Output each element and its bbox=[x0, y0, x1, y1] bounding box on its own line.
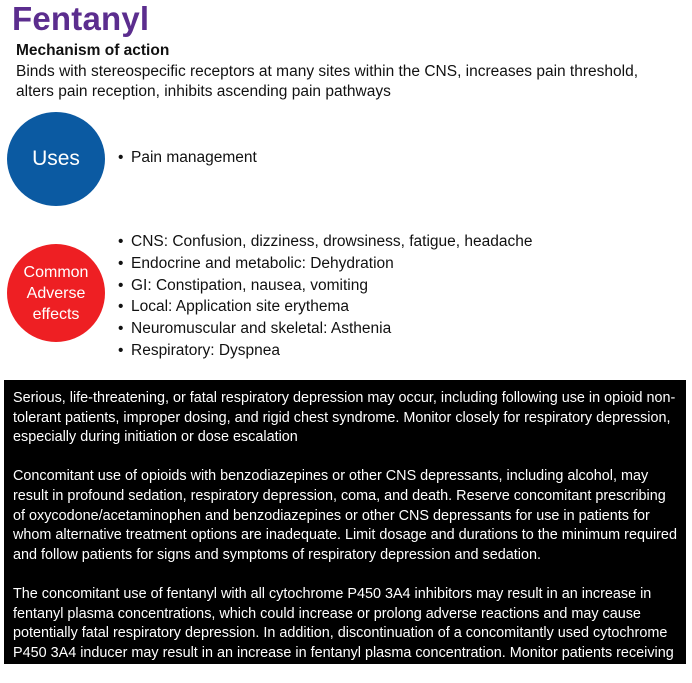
adverse-effect-item: Local: Application site erythema bbox=[118, 296, 533, 318]
adverse-effects-list: CNS: Confusion, dizziness, drowsiness, f… bbox=[118, 231, 533, 362]
adverse-effect-item: Respiratory: Dyspnea bbox=[118, 340, 533, 362]
drug-title: Fentanyl bbox=[12, 0, 150, 37]
adverse-effect-item: GI: Constipation, nausea, vomiting bbox=[118, 275, 533, 297]
adverse-effect-item: Neuromuscular and skeletal: Asthenia bbox=[118, 318, 533, 340]
mechanism-heading: Mechanism of action bbox=[16, 42, 170, 59]
adverse-badge-line: Common bbox=[23, 263, 89, 281]
uses-list: Pain management bbox=[118, 147, 257, 169]
boxed-warning-paragraph: Concomitant use of opioids with benzodia… bbox=[13, 468, 677, 563]
adverse-badge-line: effects bbox=[32, 305, 80, 323]
boxed-warning: Serious, life-threatening, or fatal resp… bbox=[4, 380, 686, 680]
uses-badge: Uses bbox=[7, 112, 105, 206]
boxed-warning-paragraph: The concomitant use of fentanyl with all… bbox=[13, 585, 674, 681]
boxed-warning-paragraph: Serious, life-threatening, or fatal resp… bbox=[13, 390, 676, 446]
adverse-badge-line: Adverse bbox=[26, 284, 86, 302]
adverse-effects-badge: Common Adverse effects bbox=[7, 244, 105, 342]
uses-badge-label: Uses bbox=[32, 147, 80, 170]
mechanism-body: Binds with stereospecific receptors at m… bbox=[16, 63, 639, 100]
adverse-effect-item: Endocrine and metabolic: Dehydration bbox=[118, 253, 533, 275]
adverse-effect-item: CNS: Confusion, dizziness, drowsiness, f… bbox=[118, 231, 533, 253]
uses-item: Pain management bbox=[118, 147, 257, 169]
